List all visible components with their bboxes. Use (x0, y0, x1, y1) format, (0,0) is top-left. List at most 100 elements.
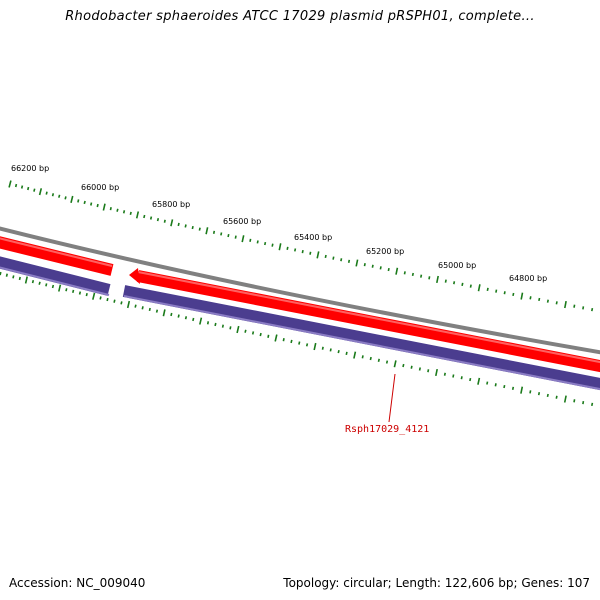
inner-minor-tick (214, 322, 217, 327)
outer-minor-tick (51, 193, 55, 197)
inner-minor-tick (148, 307, 151, 312)
inner-minor-tick (546, 393, 549, 398)
outer-minor-tick (469, 284, 472, 288)
inner-minor-tick (443, 372, 446, 376)
outer-minor-tick (347, 259, 351, 263)
inner-minor-tick (290, 339, 293, 344)
accession-text: Accession: NC_009040 (9, 576, 146, 590)
reverse-gene-segment-right[interactable] (122, 285, 600, 391)
outer-minor-tick (555, 301, 558, 305)
outer-minor-tick (212, 230, 216, 234)
inner-minor-tick (298, 341, 301, 345)
outer-major-tick (205, 227, 209, 235)
outer-minor-tick (220, 232, 223, 236)
outer-minor-tick (403, 271, 406, 275)
inner-minor-tick (555, 395, 558, 399)
outer-minor-tick (109, 207, 112, 211)
forward-gene-highlight (137, 271, 600, 364)
inner-major-tick (520, 386, 524, 394)
outer-minor-tick (428, 276, 431, 280)
outer-major-tick (477, 284, 481, 292)
inner-minor-tick (573, 399, 576, 403)
tick-label: 64800 bp (509, 274, 547, 283)
inner-minor-tick (377, 358, 380, 362)
outer-major-tick (38, 188, 43, 196)
backbone-ring (0, 226, 600, 355)
outer-minor-tick (271, 243, 274, 247)
map-title: Rhodobacter sphaeroides ATCC 17029 plasm… (65, 9, 535, 24)
gene-label-rsph17029-4121[interactable]: Rsph17029_4121 (345, 424, 429, 435)
inner-minor-tick (31, 280, 35, 284)
inner-major-tick (58, 284, 62, 292)
outer-minor-tick (512, 292, 515, 297)
tick-labels: 66200 bp 66000 bp 65800 bp 65600 bp 65400 bp… (11, 164, 547, 283)
outer-minor-tick (191, 225, 194, 230)
inner-minor-tick (385, 360, 389, 364)
inner-minor-tick (141, 306, 144, 310)
outer-minor-tick (538, 297, 541, 302)
inner-minor-tick (120, 301, 123, 305)
inner-minor-tick (259, 332, 262, 337)
inner-major-tick (126, 300, 131, 309)
outer-major-tick (395, 267, 399, 275)
inner-minor-tick (18, 276, 21, 281)
inner-major-tick (353, 351, 357, 359)
outer-minor-tick (379, 266, 382, 270)
outer-minor-tick (33, 188, 36, 192)
outer-major-tick (564, 300, 567, 309)
outer-minor-tick (58, 194, 61, 198)
outer-minor-tick (309, 251, 312, 255)
outer-minor-tick (129, 211, 132, 215)
outer-minor-tick (77, 199, 80, 203)
outer-minor-tick (156, 218, 160, 222)
inner-minor-tick (427, 369, 430, 373)
outer-minor-tick (264, 241, 267, 246)
outer-minor-tick (96, 203, 99, 208)
inner-minor-tick (12, 275, 15, 279)
outer-minor-tick (387, 267, 390, 272)
inner-minor-tick (51, 284, 55, 289)
inner-minor-tick (369, 356, 372, 361)
outer-minor-tick (149, 216, 153, 220)
inner-major-tick (199, 317, 203, 325)
inner-minor-tick (418, 367, 421, 371)
forward-gene-rsph17029-4121[interactable] (136, 270, 600, 373)
inner-major-tick (435, 368, 438, 377)
inner-major-tick (236, 325, 240, 334)
forward-gene-arrowhead (129, 268, 140, 284)
outer-minor-tick (83, 200, 86, 205)
inner-minor-tick (537, 392, 541, 396)
outer-minor-tick (286, 246, 289, 250)
outer-minor-tick (249, 238, 252, 242)
inner-minor-tick (5, 273, 8, 277)
forward-gene-segment-left[interactable] (0, 236, 114, 276)
inner-minor-tick (460, 376, 463, 380)
outer-major-tick (170, 219, 174, 227)
outer-minor-tick (177, 222, 180, 227)
inner-minor-tick (582, 400, 585, 405)
inner-minor-tick (511, 386, 515, 390)
inner-minor-tick (402, 363, 405, 368)
inner-minor-tick (345, 351, 348, 356)
outer-minor-tick (198, 227, 201, 231)
inner-minor-tick (229, 326, 232, 330)
outer-minor-tick (163, 219, 166, 223)
outer-minor-tick (45, 191, 48, 195)
outer-major-tick (316, 251, 320, 259)
inner-minor-tick (192, 317, 195, 322)
outer-minor-tick (332, 256, 335, 260)
tick-label: 66200 bp (11, 164, 49, 173)
outer-major-tick (102, 203, 106, 211)
outer-minor-tick (340, 258, 343, 262)
tick-label: 65400 bp (294, 233, 332, 242)
outer-minor-tick (294, 248, 297, 252)
outer-minor-tick (143, 214, 146, 219)
inner-major-tick (563, 395, 567, 403)
inner-minor-tick (244, 329, 247, 333)
outer-major-tick (8, 180, 12, 188)
inner-minor-tick (503, 384, 506, 389)
outer-minor-tick (234, 235, 237, 239)
reverse-gene-segment-left[interactable] (0, 256, 111, 296)
inner-minor-tick (184, 316, 188, 320)
